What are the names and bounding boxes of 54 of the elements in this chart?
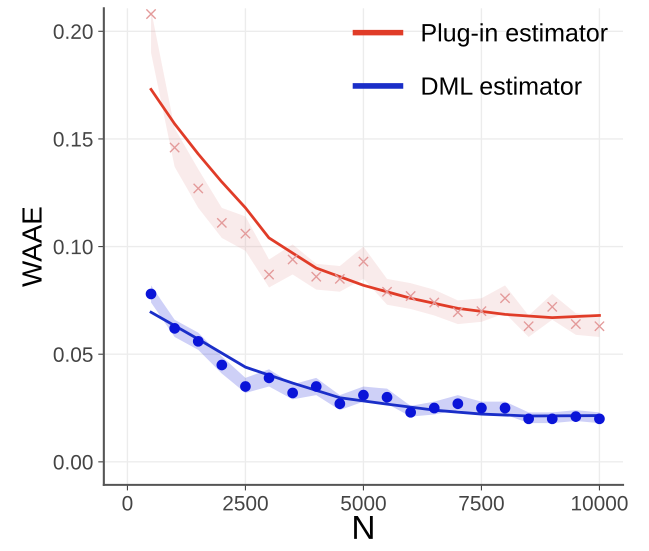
point — [594, 320, 605, 332]
point — [500, 402, 510, 414]
point — [334, 274, 346, 284]
point — [452, 398, 464, 410]
y-tick-label: 0.05 — [54, 347, 93, 362]
point — [146, 288, 156, 300]
point — [310, 271, 322, 282]
point — [146, 8, 156, 20]
point — [216, 360, 228, 370]
point — [546, 413, 558, 424]
legend-label: Plug-in estimator — [422, 23, 608, 47]
point — [358, 256, 369, 267]
point — [523, 320, 534, 332]
point — [570, 318, 582, 330]
point — [428, 297, 440, 308]
point — [594, 413, 605, 424]
point — [334, 398, 346, 410]
y-tick-label: 0.15 — [54, 132, 93, 147]
point — [523, 413, 534, 424]
point — [287, 254, 298, 265]
point — [546, 301, 558, 312]
x-tick-label: 2500 — [223, 496, 268, 511]
x-tick-label: 5000 — [341, 496, 386, 511]
y-axis-title: WAAE — [22, 207, 42, 287]
point — [216, 218, 228, 228]
point — [405, 406, 416, 418]
x-axis-title: N — [354, 516, 373, 539]
point — [500, 292, 510, 304]
point — [192, 183, 204, 194]
x-tick-label: 10000 — [572, 496, 628, 511]
point — [287, 388, 298, 398]
y-tick-label: 0.00 — [54, 454, 93, 470]
legend-label: DML estimator — [422, 76, 582, 95]
point — [428, 402, 440, 414]
point — [382, 286, 392, 298]
x-tick-label: 7500 — [459, 496, 504, 511]
point — [570, 411, 582, 422]
point — [264, 372, 274, 384]
point — [192, 336, 204, 347]
point — [310, 381, 322, 392]
point — [405, 290, 416, 302]
point — [358, 390, 369, 400]
point — [240, 228, 251, 240]
point — [264, 269, 274, 280]
y-tick-label: 0.20 — [54, 24, 93, 40]
point — [240, 381, 251, 392]
point — [169, 323, 180, 334]
point — [452, 306, 464, 318]
point — [169, 142, 180, 153]
point — [476, 306, 487, 317]
point — [476, 402, 487, 414]
x-tick-label: 0 — [122, 496, 132, 511]
point — [382, 392, 392, 403]
y-tick-label: 0.10 — [54, 240, 93, 254]
